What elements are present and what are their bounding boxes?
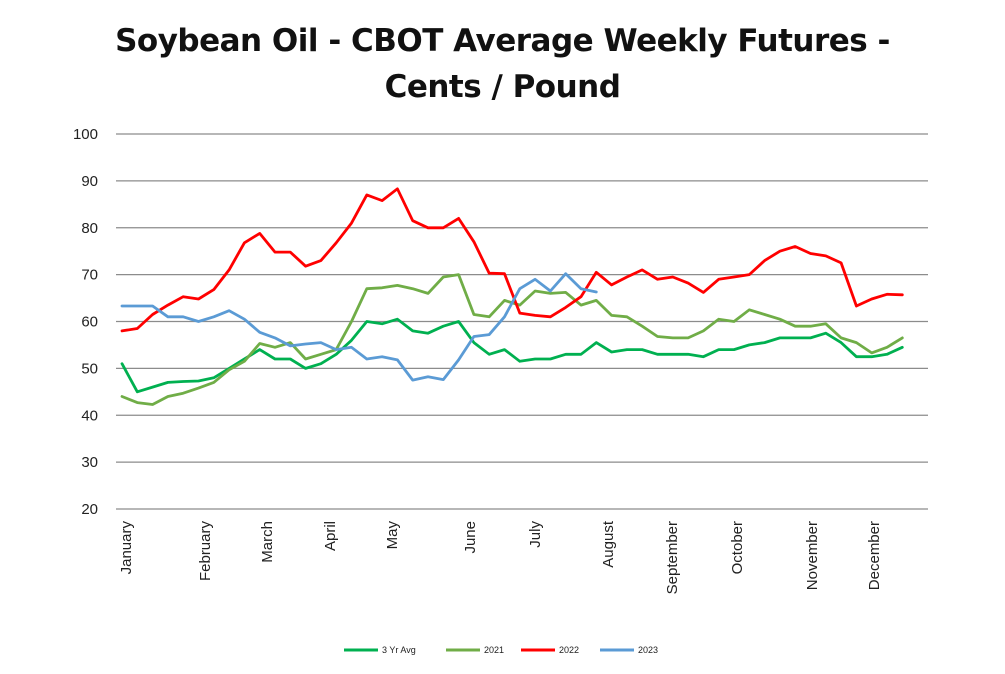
x-tick-label-april: April (322, 521, 339, 551)
series-line-2022 (120, 187, 904, 333)
x-tick-label-march: March (259, 521, 276, 563)
gridlines (116, 133, 928, 510)
chart-title-line2: Cents / Pound (384, 69, 621, 105)
legend: 3 Yr Avg 2021 2022 2023 (344, 645, 658, 655)
x-tick-label-november: November (804, 521, 821, 590)
legend-label: 2021 (484, 645, 504, 655)
x-tick-label-july: July (527, 521, 544, 548)
y-tick-label: 60 (81, 314, 98, 331)
y-tick-label: 30 (81, 454, 98, 471)
series-line-2023 (120, 272, 598, 382)
y-tick-label: 70 (81, 267, 98, 284)
legend-label: 3 Yr Avg (382, 645, 416, 655)
x-tick-label-june: June (462, 521, 479, 554)
y-tick-label: 90 (81, 173, 98, 190)
x-tick-label-august: August (600, 520, 617, 568)
y-tick-label: 80 (81, 220, 98, 237)
x-tick-label-december: December (866, 521, 883, 590)
x-axis-month-labels: January February March April May June July Augu… (118, 520, 883, 594)
y-axis-tick-labels: 100 90 80 70 60 50 40 30 20 (73, 126, 98, 518)
series-lines (120, 187, 904, 406)
y-tick-label: 40 (81, 407, 98, 424)
y-tick-label: 20 (81, 501, 98, 518)
x-tick-label-january: January (118, 521, 135, 575)
legend-label: 2022 (559, 645, 579, 655)
x-tick-label-october: October (729, 521, 746, 574)
chart-title-line1: Soybean Oil - CBOT Average Weekly Future… (115, 23, 890, 59)
series-line-3-yr-avg (120, 317, 904, 394)
x-tick-label-may: May (384, 521, 401, 550)
y-tick-label: 50 (81, 360, 98, 377)
x-tick-label-february: February (197, 521, 214, 582)
x-tick-label-september: September (664, 521, 681, 594)
legend-label: 2023 (638, 645, 658, 655)
y-tick-label: 100 (73, 126, 98, 143)
chart-title: Soybean Oil - CBOT Average Weekly Future… (0, 18, 1005, 110)
